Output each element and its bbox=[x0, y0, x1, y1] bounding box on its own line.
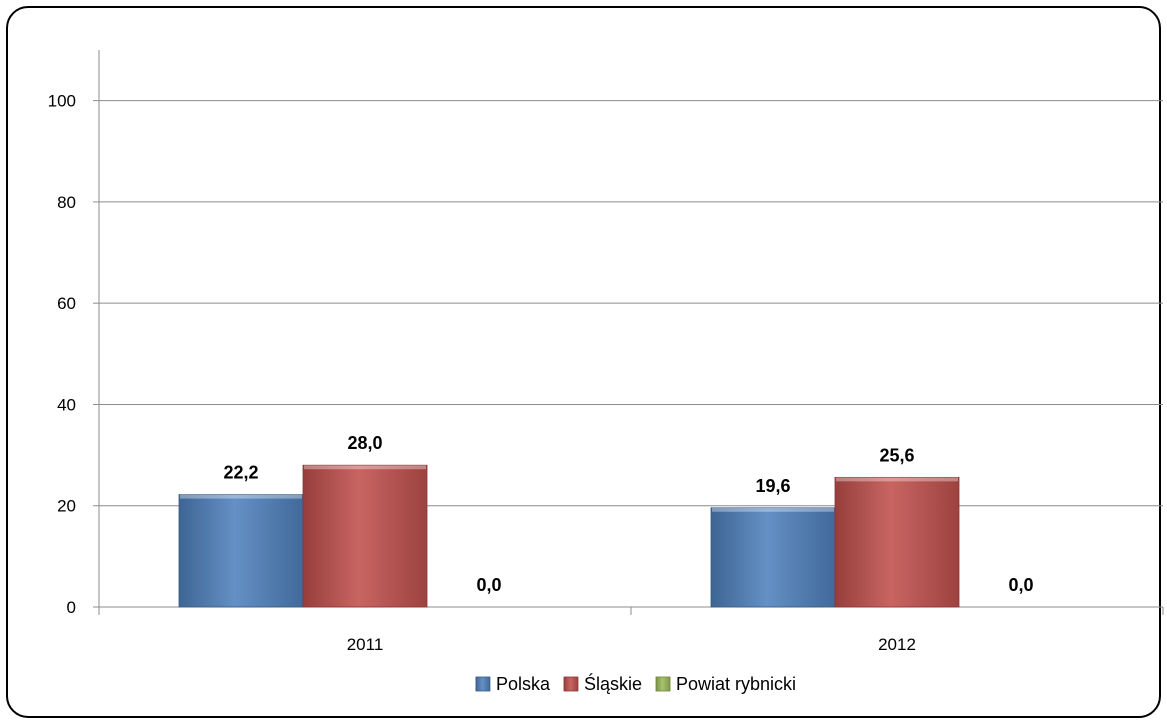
data-label: 28,0 bbox=[347, 433, 382, 453]
bar-highlight bbox=[180, 494, 302, 499]
gridlines bbox=[99, 100, 1163, 507]
legend-swatch bbox=[655, 676, 671, 692]
bar-highlight bbox=[836, 477, 958, 482]
x-tick-label: 2011 bbox=[347, 635, 384, 654]
legend-item-śląskie: Śląskie bbox=[563, 673, 642, 694]
data-label: 19,6 bbox=[755, 476, 790, 496]
bar-polska-2011 bbox=[178, 494, 304, 608]
legend-label: Śląskie bbox=[584, 673, 642, 694]
bar-polska-2012 bbox=[710, 507, 836, 608]
bars bbox=[178, 464, 960, 608]
data-labels: 22,2 28,0 0,0 19,6 25,6 0,0 bbox=[223, 433, 1033, 595]
axes: 0 20 40 60 80 100 2011 2012 bbox=[48, 50, 1164, 654]
y-tick-label: 80 bbox=[57, 193, 76, 212]
data-label: 0,0 bbox=[476, 575, 501, 595]
legend-label: Polska bbox=[496, 674, 551, 694]
bar-śląskie-2012 bbox=[834, 476, 960, 608]
bar-śląskie-2011 bbox=[302, 464, 428, 608]
data-label: 0,0 bbox=[1008, 575, 1033, 595]
y-tick-label: 40 bbox=[57, 395, 76, 414]
bar-highlight bbox=[712, 507, 834, 512]
x-tick-label: 2012 bbox=[878, 635, 916, 654]
legend-item-polska: Polska bbox=[475, 674, 551, 694]
y-tick-label: 100 bbox=[48, 92, 76, 111]
legend-label: Powiat rybnicki bbox=[676, 674, 796, 694]
legend-swatch bbox=[475, 676, 491, 692]
data-label: 25,6 bbox=[879, 445, 914, 465]
y-tick-label: 20 bbox=[57, 497, 76, 516]
y-tick-label: 0 bbox=[67, 598, 76, 617]
y-tick-label: 60 bbox=[57, 294, 76, 313]
bar-highlight bbox=[304, 465, 426, 470]
legend: Polska Śląskie Powiat rybnicki bbox=[475, 673, 796, 694]
data-label: 22,2 bbox=[223, 463, 258, 483]
legend-swatch bbox=[563, 676, 579, 692]
legend-item-powiat-rybnicki: Powiat rybnicki bbox=[655, 674, 796, 694]
